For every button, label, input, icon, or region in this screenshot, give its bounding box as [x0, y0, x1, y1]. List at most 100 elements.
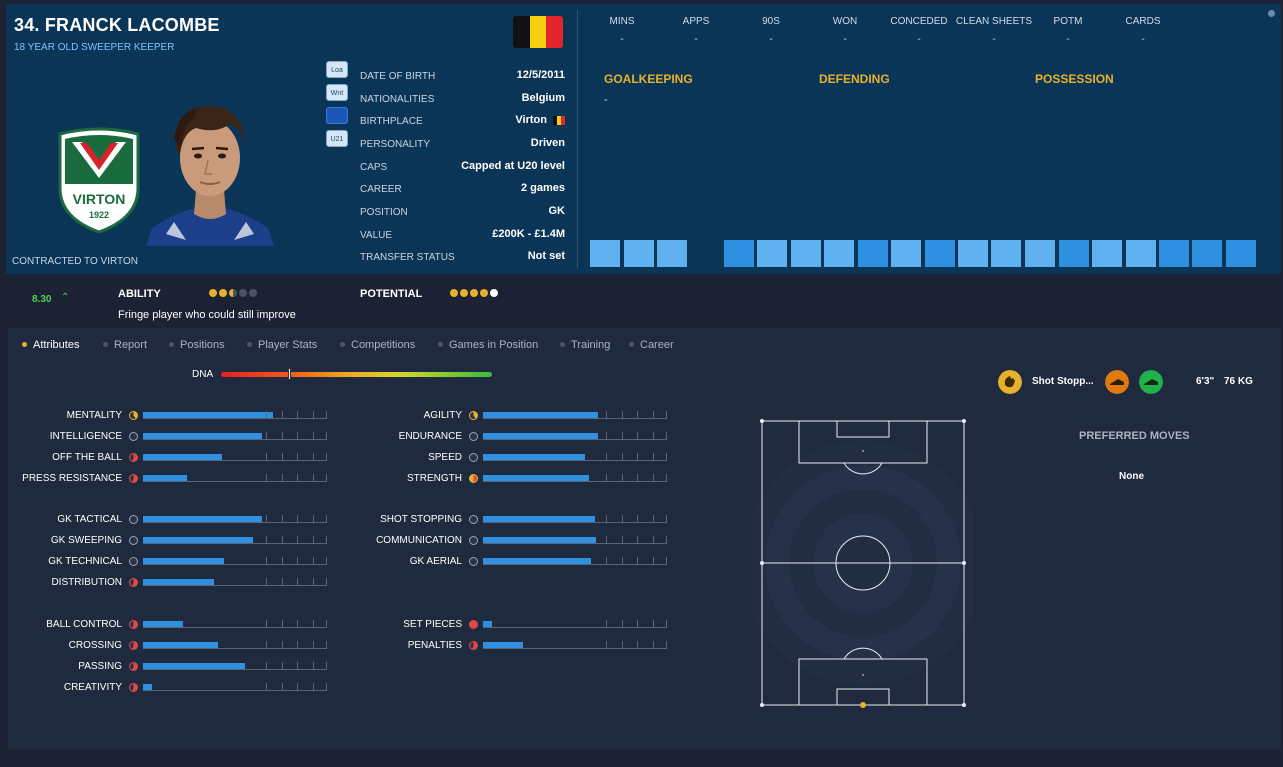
preferred-moves-value: None — [1119, 471, 1144, 482]
tab-label: Competitions — [351, 339, 416, 351]
attribute-indicator-icon — [129, 620, 138, 629]
position-value: GK — [548, 205, 566, 217]
role-badge-wnt[interactable]: Wnt — [326, 84, 348, 101]
birthplace-text: Virton — [515, 114, 547, 126]
glove-icon[interactable] — [998, 370, 1022, 394]
value-label: VALUE — [360, 230, 393, 241]
tab-training[interactable]: Training — [560, 339, 610, 351]
attribute-bar-fill — [483, 516, 595, 522]
stat-apps-value: - — [694, 34, 698, 45]
tab-career[interactable]: Career — [629, 339, 674, 351]
attribute-indicator-icon — [469, 432, 478, 441]
close-icon[interactable] — [1268, 10, 1275, 17]
attribute-bar[interactable] — [143, 515, 327, 523]
attribute-bar-fill — [143, 475, 187, 481]
role-badge-u21[interactable]: U21 — [326, 130, 348, 147]
stat-apps-label: APPS — [682, 16, 710, 27]
attribute-bar[interactable] — [143, 432, 327, 440]
attribute-bar-fill — [143, 433, 262, 439]
attribute-indicator-icon — [129, 515, 138, 524]
stat-mins-label: MINS — [609, 16, 635, 27]
nationality-value[interactable]: Belgium — [521, 92, 565, 104]
trait-label[interactable]: Shot Stopp... — [1032, 376, 1094, 387]
attribute-bar[interactable] — [483, 536, 667, 544]
attribute-label: PENALTIES — [407, 640, 462, 651]
attribute-label: MENTALITY — [66, 410, 122, 421]
tab-games-in-position[interactable]: Games in Position — [438, 339, 538, 351]
club-crest-icon[interactable]: VIRTON 1922 — [54, 126, 144, 236]
star-icon — [239, 289, 247, 297]
birthplace-value[interactable]: Virton — [515, 114, 565, 126]
attribute-bar[interactable] — [483, 432, 667, 440]
player-name: 34. FRANCK LACOMBE — [14, 15, 220, 35]
attribute-bar-fill — [143, 412, 273, 418]
attribute-bar[interactable] — [143, 474, 327, 482]
crest-year: 1922 — [89, 210, 109, 220]
player-subtitle: 18 YEAR OLD SWEEPER KEEPER — [14, 42, 175, 53]
attribute-indicator-icon — [129, 683, 138, 692]
attribute-bar[interactable] — [143, 557, 327, 565]
attribute-bar[interactable] — [483, 515, 667, 523]
performance-bar — [925, 240, 955, 267]
career-value: 2 games — [520, 182, 565, 194]
attribute-bar[interactable] — [143, 620, 327, 628]
attribute-bar[interactable] — [143, 411, 327, 419]
attribute-bar[interactable] — [483, 620, 667, 628]
attribute-indicator-icon — [129, 578, 138, 587]
player-position-marker — [860, 702, 866, 708]
boot-icon[interactable] — [1105, 370, 1129, 394]
player-height: 6'3" — [1196, 376, 1215, 387]
attribute-bar[interactable] — [143, 453, 327, 461]
star-icon — [209, 289, 217, 297]
value-value: £200K - £1.4M — [492, 228, 565, 240]
star-icon — [460, 289, 468, 297]
attribute-bar-fill — [143, 642, 219, 648]
attribute-bar[interactable] — [143, 641, 327, 649]
attribute-indicator-icon — [129, 641, 138, 650]
attribute-bar[interactable] — [143, 662, 327, 670]
pitch-diagram — [752, 419, 974, 708]
attribute-bar[interactable] — [143, 578, 327, 586]
tab-positions[interactable]: Positions — [169, 339, 225, 351]
attribute-bar-fill — [143, 579, 215, 585]
attribute-bar[interactable] — [483, 641, 667, 649]
performance-bar — [1226, 240, 1256, 267]
attribute-label: GK AERIAL — [409, 556, 462, 567]
role-badge-selected[interactable] — [326, 107, 348, 124]
boot-icon[interactable] — [1139, 370, 1163, 394]
position-label: POSITION — [360, 207, 408, 218]
attribute-label: AGILITY — [423, 410, 462, 421]
star-icon — [470, 289, 478, 297]
attribute-bar[interactable] — [483, 557, 667, 565]
performance-bar — [1126, 240, 1156, 267]
stat-cards-value: - — [1141, 34, 1145, 45]
potential-label: POTENTIAL — [360, 288, 423, 300]
career-label: CAREER — [360, 184, 402, 195]
tab-dot-icon — [103, 341, 108, 347]
attribute-label: INTELLIGENCE — [49, 431, 122, 442]
stat-cards-label: CARDS — [1125, 16, 1161, 27]
tab-competitions[interactable]: Competitions — [340, 339, 415, 351]
stat-conceded-label: CONCEDED — [890, 16, 948, 27]
tab-attributes[interactable]: Attributes — [22, 339, 79, 351]
ability-label: ABILITY — [118, 288, 161, 300]
personality-value: Driven — [530, 137, 565, 149]
star-icon — [229, 289, 237, 297]
attribute-bar[interactable] — [483, 453, 667, 461]
performance-bar — [1192, 240, 1222, 267]
attribute-label: GK TECHNICAL — [48, 556, 122, 567]
caps-value: Capped at U20 level — [461, 160, 565, 172]
transfer-status-label: TRANSFER STATUS — [360, 252, 455, 263]
attribute-bar[interactable] — [143, 536, 327, 544]
attribute-bar[interactable] — [483, 474, 667, 482]
role-badge-loa[interactable]: Loa — [326, 61, 348, 78]
tab-label: Positions — [180, 339, 225, 351]
attribute-bar[interactable] — [483, 411, 667, 419]
attribute-bar[interactable] — [143, 683, 327, 691]
attribute-label: SHOT STOPPING — [380, 514, 462, 525]
dob-value: 12/5/2011 — [516, 69, 565, 81]
attribute-label: SET PIECES — [403, 619, 462, 630]
tab-report[interactable]: Report — [103, 339, 147, 351]
tab-player-stats[interactable]: Player Stats — [247, 339, 317, 351]
attribute-label: DISTRIBUTION — [51, 577, 122, 588]
